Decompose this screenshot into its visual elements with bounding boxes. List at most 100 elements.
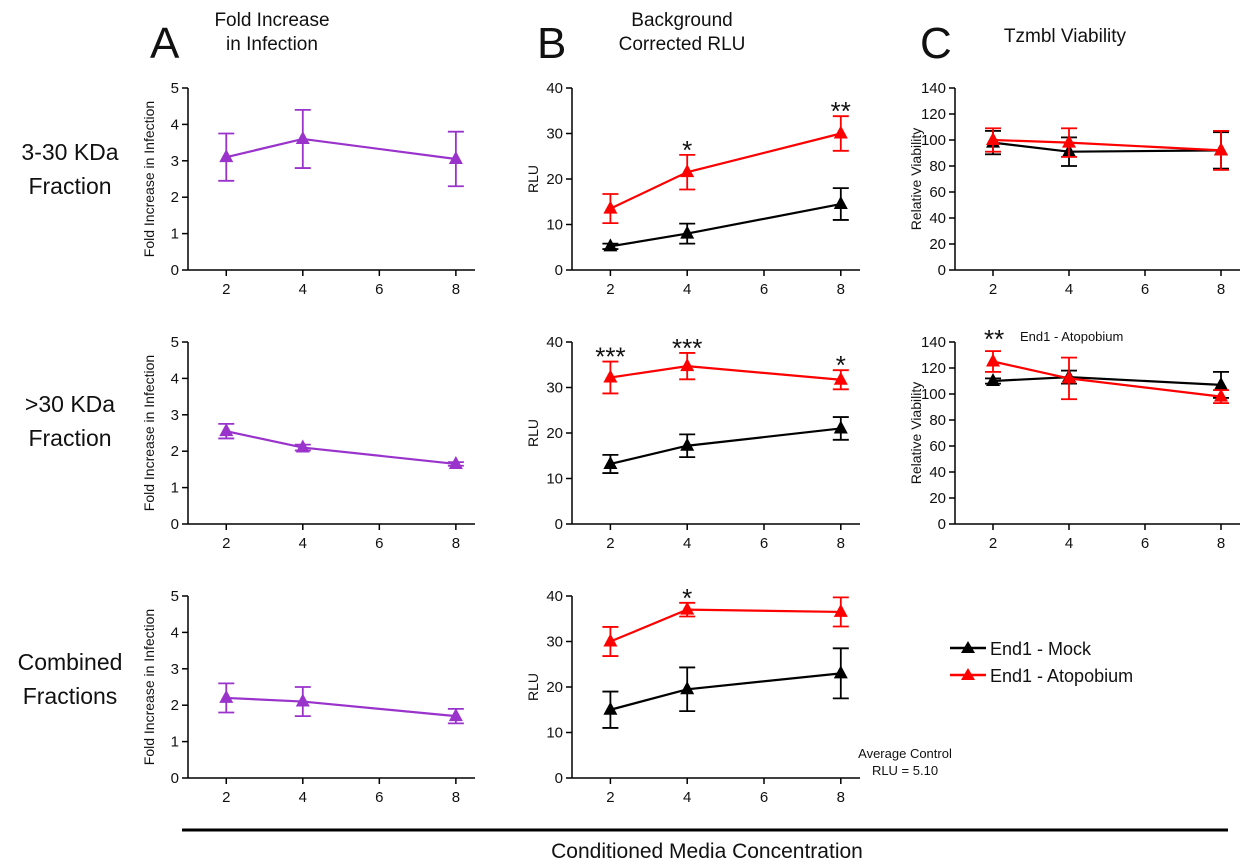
chart-c2-ytick-label: 60 (929, 438, 946, 455)
chart-c1-series-1-line (992, 138, 1222, 152)
chart-c2-ylabel: Relative Viability (908, 382, 924, 484)
chart-b3-series-1-point (680, 601, 695, 615)
chart-b1-series-1-point (680, 164, 695, 178)
chart-c2-series-1-point (1062, 370, 1076, 384)
chart-a3-ytick-label: 0 (171, 770, 179, 787)
chart-b2-significance-stars: * (836, 350, 846, 380)
chart-b2-ytick-label: 10 (546, 471, 563, 488)
panel-letter-b: B (537, 19, 566, 68)
chart-a2-xtick-label: 8 (452, 535, 460, 552)
chart-a3: 0 1 2 3 4 5 2 4 6 8 Fold Increase in Infection (141, 588, 475, 806)
chart-a1-series-0-line (226, 137, 457, 161)
chart-b1-series-0-line (610, 202, 842, 248)
chart-a1: 0 1 2 3 4 5 2 4 6 8 Fold Increase in Infection (141, 80, 475, 298)
chart-c1-ytick-label: 0 (938, 262, 946, 279)
chart-c2-series-0-point (1214, 376, 1228, 390)
chart-b2-xtick-label: 2 (606, 535, 614, 552)
chart-c2-series-1-point (986, 353, 1000, 367)
chart-a3-series-0-point (448, 708, 463, 722)
chart-a1-xtick-label: 8 (452, 281, 460, 298)
legend-marker-atopobium (961, 668, 975, 680)
chart-c2-ytick-label: 140 (921, 334, 946, 351)
chart-a3-xtick-label: 6 (375, 789, 383, 806)
chart-b1-xtick-label: 4 (683, 281, 691, 298)
chart-c2-series-0-point (986, 373, 1000, 386)
chart-a2-series-0-line (226, 430, 456, 466)
chart-a2-xtick-label: 2 (222, 535, 230, 552)
chart-b3-ylabel: RLU (525, 673, 541, 701)
chart-b2-series-0-point (680, 437, 695, 451)
chart-b3-xtick-label: 4 (683, 789, 691, 806)
chart-c1-series-1-point (986, 132, 1000, 145)
title-b-line1: Background (631, 10, 732, 31)
chart-b3-xtick-label: 8 (837, 789, 845, 806)
chart-a3-xtick-label: 2 (222, 789, 230, 806)
chart-c2-xtick-label: 6 (1141, 535, 1149, 552)
chart-b3-ytick-label: 20 (546, 679, 563, 696)
bottom-axis-label: Conditioned Media Concentration (551, 840, 863, 863)
chart-b2-series-1-point (833, 371, 848, 385)
chart-b1-xtick-label: 8 (837, 281, 845, 298)
chart-b1-series-1-point (603, 200, 618, 214)
chart-a1-ytick-label: 1 (171, 226, 179, 243)
chart-a2-ytick-label: 5 (171, 334, 179, 351)
chart-b3-xtick-label: 6 (760, 789, 768, 806)
chart-a2-ytick-label: 4 (171, 370, 179, 387)
chart-b3-ytick-label: 30 (546, 634, 563, 651)
chart-a3-series-0-point (219, 689, 234, 703)
chart-c2-ytick-label: 20 (929, 490, 946, 507)
chart-b1-xtick-label: 2 (606, 281, 614, 298)
chart-a1-ylabel: Fold Increase in Infection (141, 101, 157, 257)
chart-a2-series-0-point (295, 439, 310, 453)
chart-a1-series-0-point (448, 150, 463, 164)
chart-a3-series-0-point (295, 693, 310, 707)
chart-b3: 0 10 20 30 40 2 4 6 8 RLU * (525, 583, 860, 806)
chart-b2-ytick-label: 20 (546, 425, 563, 442)
chart-b3-significance-stars: * (682, 583, 692, 613)
chart-b2-series-1-line (610, 365, 841, 381)
chart-a3-ytick-label: 5 (171, 588, 179, 605)
row-label-2-line2: Fraction (28, 425, 111, 451)
chart-a3-ytick-label: 3 (171, 661, 179, 678)
chart-b3-xtick-label: 2 (606, 789, 614, 806)
chart-a1-ytick-label: 4 (171, 116, 179, 133)
chart-a2-ytick-label: 3 (171, 407, 179, 424)
chart-b1-ytick-label: 20 (546, 171, 563, 188)
chart-a2-ytick-label: 2 (171, 443, 179, 460)
panel-letter-c: C (920, 19, 952, 68)
chart-a2: 0 1 2 3 4 5 2 4 6 8 Fold Increase in Infection (141, 334, 475, 552)
chart-b3-ytick-label: 40 (546, 588, 563, 605)
chart-b2-xtick-label: 6 (760, 535, 768, 552)
chart-b2-series-1-point (680, 358, 695, 372)
chart-b1-ytick-label: 0 (555, 262, 563, 279)
chart-c1-ytick-label: 20 (929, 236, 946, 253)
chart-b1-ytick-label: 30 (546, 126, 563, 143)
title-a-line1: Fold Increase (214, 10, 329, 31)
chart-b2-series-1-point (603, 369, 618, 383)
chart-a3-xtick-label: 4 (299, 789, 307, 806)
chart-b1-ylabel: RLU (525, 165, 541, 193)
chart-a3-xtick-label: 8 (452, 789, 460, 806)
chart-b1-significance-stars: ** (831, 96, 851, 126)
chart-b1-significance-stars: * (682, 135, 692, 165)
chart-b2-significance-stars: *** (672, 333, 702, 363)
legend: End1 - Mock End1 - Atopobium (950, 639, 1133, 686)
chart-b3-series-0-point (680, 681, 695, 695)
note-line1: Average Control (858, 746, 952, 761)
chart-a2-series-0-point (219, 423, 234, 437)
chart-a1-ytick-label: 5 (171, 80, 179, 97)
title-a-line2: in Infection (226, 34, 318, 55)
chart-a3-ylabel: Fold Increase in Infection (141, 609, 157, 765)
chart-a3-ytick-label: 4 (171, 624, 179, 641)
chart-b2-ytick-label: 40 (546, 334, 563, 351)
chart-a3-ytick-label: 2 (171, 697, 179, 714)
chart-b2-significance-stars: *** (595, 342, 625, 372)
chart-b3-series-0-point (833, 665, 848, 679)
title-b-line2: Corrected RLU (619, 34, 746, 55)
chart-c1: 0 20 40 60 80 100 120 140 2 4 6 8 Relative Viability (908, 80, 1240, 298)
chart-b2-series-0-point (833, 420, 848, 434)
chart-a1-series-0-point (295, 130, 310, 144)
panel-letter-a: A (150, 19, 180, 68)
chart-c1-xtick-label: 8 (1217, 281, 1225, 298)
